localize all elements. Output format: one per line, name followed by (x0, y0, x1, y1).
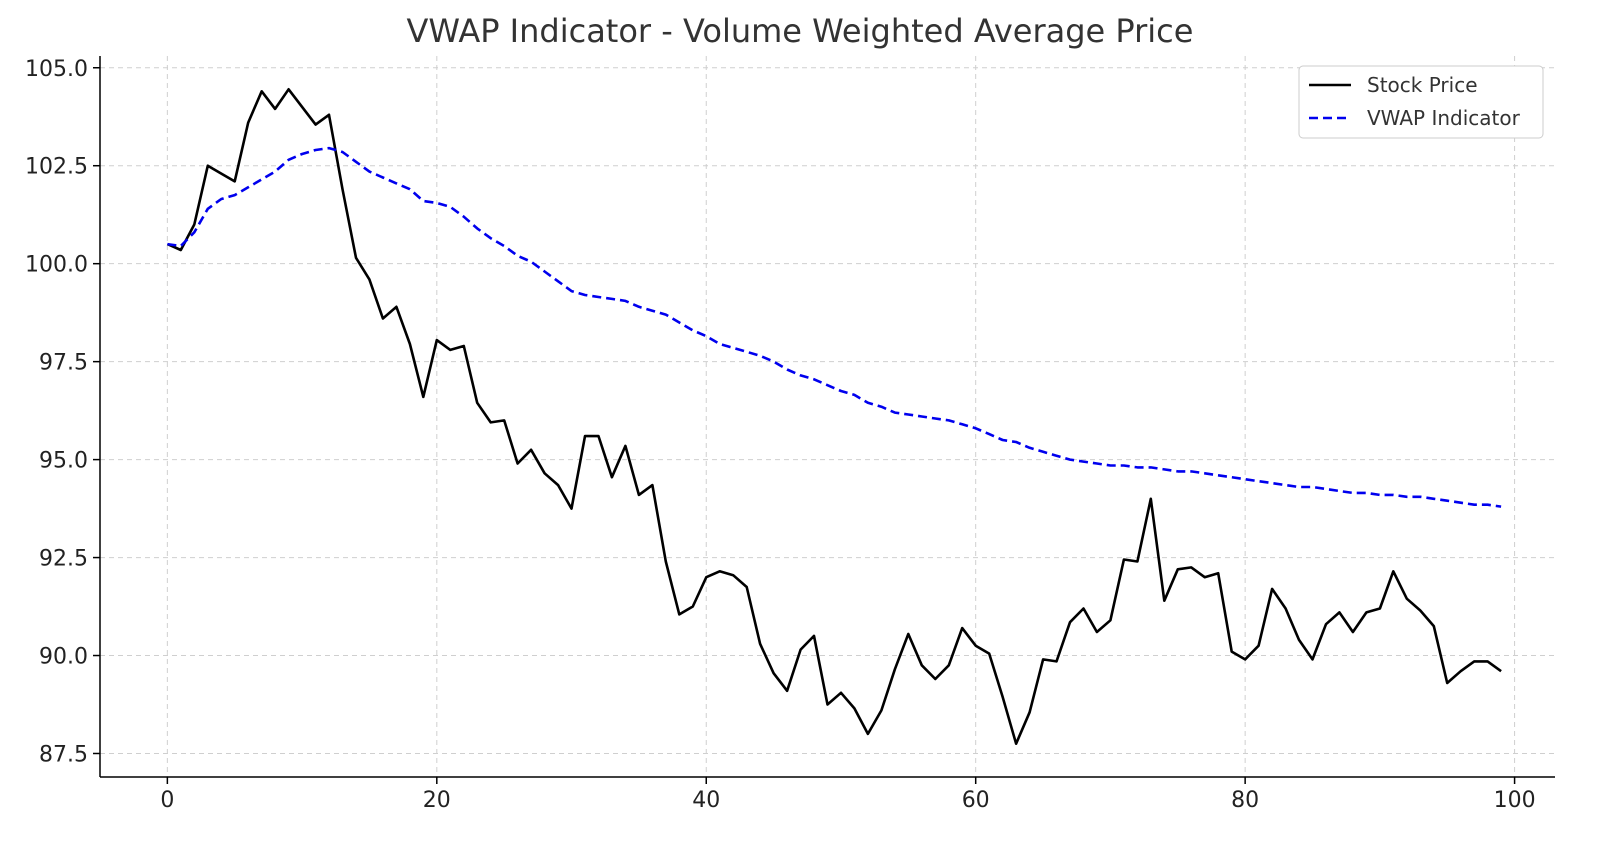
x-tick-label: 80 (1231, 788, 1259, 813)
chart-title: VWAP Indicator - Volume Weighted Average… (407, 12, 1194, 50)
legend: Stock Price VWAP Indicator (1298, 65, 1544, 139)
grid-lines (100, 56, 1555, 777)
legend-box (1298, 65, 1544, 139)
legend-label: Stock Price (1367, 73, 1478, 97)
y-tick-label: 87.5 (39, 742, 88, 767)
y-tick-label: 97.5 (39, 351, 88, 376)
y-tick-label: 95.0 (39, 449, 88, 474)
legend-label: VWAP Indicator (1367, 106, 1521, 130)
y-tick-label: 102.5 (25, 155, 88, 180)
x-tick-label: 0 (160, 788, 174, 813)
x-tick-label: 20 (423, 788, 451, 813)
series-line-stock-price (166, 88, 1502, 746)
x-tick-label: 100 (1494, 788, 1536, 813)
x-tick-label: 60 (962, 788, 990, 813)
y-tick-label: 105.0 (25, 57, 88, 82)
series-lines (166, 88, 1502, 746)
y-tick-label: 100.0 (25, 253, 88, 278)
y-tick-label: 92.5 (39, 547, 88, 572)
axes: 87.5 90.0 92.5 95.0 97.5 100.0 102.5 105.0 0 20 40… (25, 56, 1555, 813)
series-line-vwap-indicator (167, 146, 1502, 508)
y-tick-label: 90.0 (39, 645, 88, 670)
x-tick-label: 40 (692, 788, 720, 813)
